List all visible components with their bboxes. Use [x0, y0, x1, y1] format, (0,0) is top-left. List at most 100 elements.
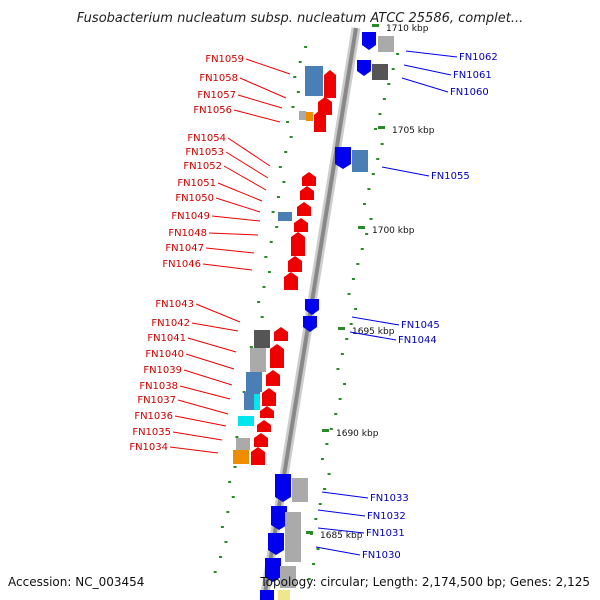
- gene-label: FN1049: [171, 211, 210, 222]
- gc-dot-right: [320, 458, 324, 460]
- gc-dot-right: [312, 563, 316, 565]
- gene-label: FN1054: [187, 133, 226, 144]
- gc-dot-left: [275, 226, 279, 228]
- gene-label: FN1045: [401, 320, 440, 331]
- gene-box-grey: [250, 348, 266, 372]
- scale-tick-label: 1685 kbp: [320, 531, 363, 541]
- label-leader-red: [225, 151, 269, 179]
- gc-dot-left: [257, 301, 261, 303]
- gc-dot-right: [369, 218, 373, 220]
- gene-label: FN1053: [185, 147, 224, 158]
- gc-dot-right: [338, 398, 342, 400]
- gc-dot-left: [291, 106, 295, 108]
- gene-arrow-red: [294, 218, 308, 232]
- gene-label: FN1062: [459, 52, 498, 63]
- gc-dot-right: [367, 188, 371, 190]
- label-leader-red: [227, 137, 271, 167]
- label-leader-red: [205, 247, 255, 254]
- gc-dot-right: [365, 233, 369, 235]
- gc-dot-right: [307, 578, 311, 580]
- scale-ticks: 1710 kbp 1705 kbp 1700 kbp 1695 kbp 1690 kbp…: [306, 24, 435, 541]
- gene-box-grey: [236, 438, 250, 450]
- genome-backbone: [259, 27, 361, 600]
- gc-dot-left: [226, 511, 230, 513]
- label-leader-blue: [349, 331, 397, 341]
- label-leader-red: [215, 197, 261, 213]
- gene-box-darkgrey: [254, 330, 270, 348]
- gene-box-blue: [260, 590, 274, 600]
- gc-dot-left: [219, 556, 223, 558]
- label-leader-red: [245, 58, 291, 75]
- gene-label: FN1031: [366, 528, 405, 539]
- gc-dot-left: [249, 346, 253, 348]
- label-leader-blue: [317, 509, 366, 517]
- gene-arrow-red: [291, 232, 305, 256]
- gc-dot-right: [329, 428, 333, 430]
- gene-label: FN1030: [362, 550, 401, 561]
- gene-label: FN1035: [132, 427, 171, 438]
- scale-tick-label: 1710 kbp: [386, 24, 429, 34]
- gene-label: FN1032: [367, 511, 406, 522]
- gene-box-steelblue: [246, 372, 262, 392]
- gc-dot-left: [235, 436, 239, 438]
- gene-box-yellow: [278, 590, 290, 600]
- label-leader-red: [239, 77, 287, 99]
- gene-box-grey: [292, 478, 308, 502]
- label-leader-blue: [315, 546, 361, 556]
- gc-dot-right: [325, 443, 329, 445]
- gene-label: FN1037: [137, 395, 176, 406]
- gene-arrow-red: [274, 327, 288, 341]
- gene-arrow-red: [262, 388, 276, 406]
- scale-tick-mark: [338, 327, 345, 330]
- gc-dot-left: [224, 541, 228, 543]
- label-leader-red: [195, 303, 241, 323]
- gc-dot-left: [293, 76, 297, 78]
- label-leader-red: [185, 353, 235, 370]
- label-leaders: [169, 50, 458, 556]
- gc-dot-right: [347, 293, 351, 295]
- gene-features: [233, 32, 394, 600]
- gc-dot-right: [323, 488, 327, 490]
- gc-dot-right: [380, 143, 384, 145]
- label-leader-blue: [403, 64, 452, 76]
- label-leader-red: [223, 165, 267, 191]
- gene-arrow-blue: [357, 60, 371, 76]
- gc-dot-left: [296, 91, 300, 93]
- gene-arrow-red: [297, 202, 311, 216]
- gene-arrow-red: [324, 70, 336, 98]
- gc-dot-right: [378, 113, 382, 115]
- label-leader-red: [183, 369, 233, 386]
- gc-dot-right: [371, 173, 375, 175]
- gene-box-steelblue: [305, 66, 323, 96]
- gene-label: FN1060: [450, 87, 489, 98]
- gene-box-grey: [378, 36, 394, 52]
- accession-text: Accession: NC_003454: [8, 575, 144, 589]
- label-leader-red: [179, 385, 231, 400]
- gc-dot-right: [376, 158, 380, 160]
- gc-dot-left: [220, 526, 224, 528]
- gene-arrow-red: [318, 97, 332, 115]
- topology-text: Topology: circular; Length: 2,174,500 bp…: [259, 575, 590, 589]
- gene-arrow-red: [284, 272, 298, 290]
- gene-label: FN1033: [370, 493, 409, 504]
- gc-dot-left: [289, 136, 293, 138]
- gene-label: FN1052: [183, 161, 222, 172]
- gene-box-steelblue: [278, 212, 292, 221]
- gene-label: FN1039: [143, 365, 182, 376]
- gc-dot-left: [262, 286, 266, 288]
- gc-dot-right: [396, 53, 400, 55]
- gene-arrow-blue: [268, 533, 284, 555]
- gc-dot-right: [334, 413, 338, 415]
- gc-dot-right: [314, 518, 318, 520]
- gene-label: FN1059: [205, 54, 244, 65]
- gene-label: FN1050: [175, 193, 214, 204]
- gc-dot-left: [271, 211, 275, 213]
- scale-tick-mark: [322, 429, 329, 432]
- gene-label: FN1061: [453, 70, 492, 81]
- gene-arrow-blue: [335, 147, 351, 169]
- gene-box-steelblue: [352, 150, 368, 172]
- gene-label: FN1048: [168, 228, 207, 239]
- label-leader-red: [211, 215, 261, 222]
- gc-dot-left: [276, 196, 280, 198]
- gene-label: FN1040: [145, 349, 184, 360]
